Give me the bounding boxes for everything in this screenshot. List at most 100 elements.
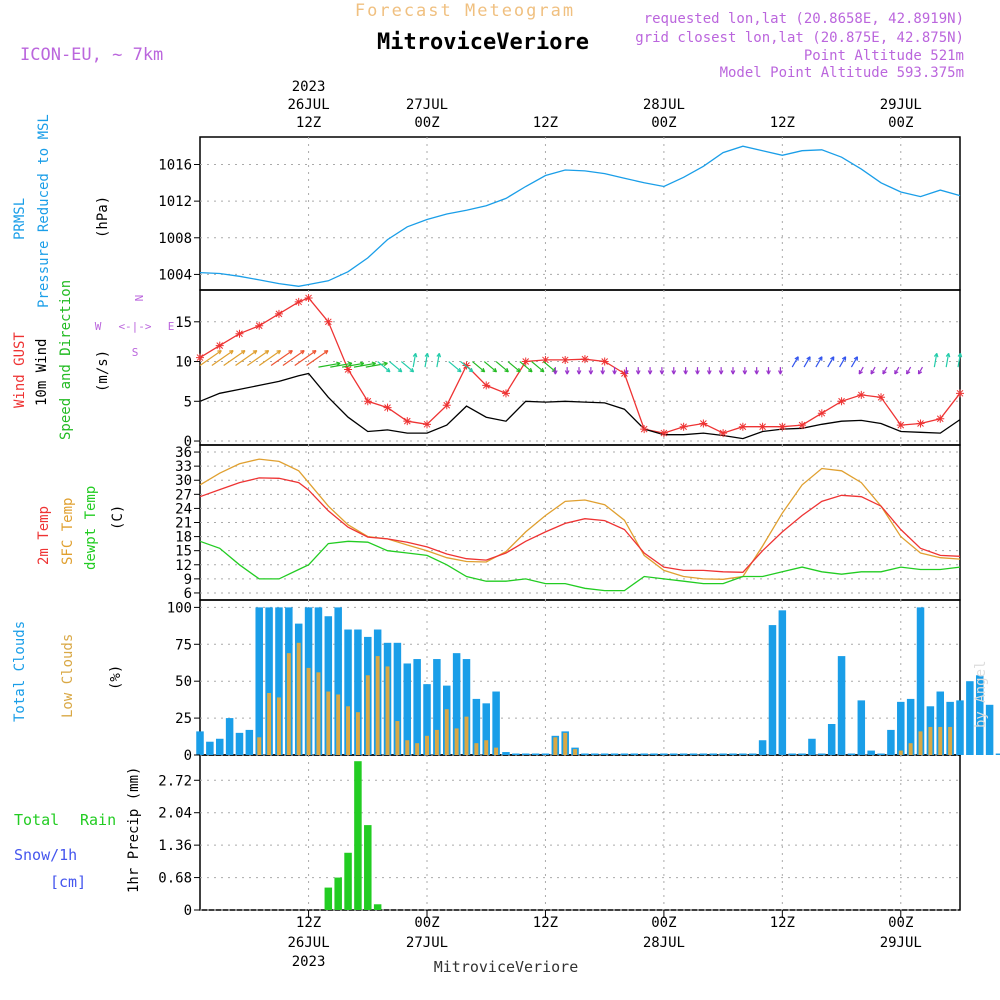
- total-cloud-bar: [748, 753, 757, 755]
- wind-arrow-head: [612, 370, 617, 375]
- total-cloud-bar: [798, 753, 806, 755]
- ytick-label: 21: [175, 516, 192, 532]
- wind-arrow-head: [647, 370, 653, 375]
- wind-arrow-head: [300, 350, 305, 355]
- gust-marker: [344, 365, 353, 374]
- ytick-label: 36: [175, 445, 192, 461]
- total-cloud-bar: [808, 738, 816, 755]
- ytick-label: 1.36: [158, 838, 192, 854]
- time-label-top: 12Z: [533, 115, 558, 131]
- total-cloud-bar: [581, 753, 589, 755]
- total-cloud-bar: [640, 753, 648, 755]
- ytick-label: 15: [175, 315, 192, 331]
- low-cloud-bar: [938, 726, 943, 755]
- ytick-label: 27: [175, 487, 192, 503]
- wind-arrow-head: [539, 367, 545, 373]
- low-clouds-label: Low Clouds: [60, 634, 76, 718]
- total-cloud-bar: [689, 753, 698, 755]
- wind-arrow-head: [671, 370, 677, 375]
- ytick-label: 2.72: [158, 773, 192, 789]
- gust-marker: [600, 357, 609, 366]
- low-cloud-bar: [454, 728, 459, 755]
- wind-arrow-head: [436, 352, 442, 358]
- wind-arrow-head: [229, 350, 234, 355]
- time-label-bottom: 27JUL: [406, 935, 448, 951]
- total-cloud-bar: [275, 607, 283, 755]
- time-label-top: 00Z: [888, 115, 913, 131]
- total-cloud-bar: [413, 659, 421, 755]
- wind-direction-arrow: [235, 350, 258, 367]
- gust-marker: [521, 357, 530, 366]
- wind-arrow-head: [385, 367, 391, 373]
- wind-arrow-head: [778, 370, 783, 375]
- total-cloud-bar: [423, 684, 431, 755]
- low-cloud-bar: [494, 747, 499, 755]
- wind-direction-arrow: [400, 361, 414, 373]
- precip-unit: 1hr Precip (mm): [126, 767, 142, 893]
- gust-marker: [274, 309, 283, 318]
- dewpt-label: dewpt Temp: [83, 486, 99, 570]
- gust-marker: [442, 401, 451, 410]
- time-label-top: 12Z: [770, 115, 795, 131]
- total-cloud-bar: [739, 753, 747, 755]
- wind-direction-arrow: [850, 356, 858, 368]
- total-cloud-bar: [541, 753, 550, 755]
- total-cloud-bar: [591, 753, 599, 755]
- wind-direction-arrow: [270, 350, 293, 367]
- time-label-bottom: 2023: [292, 954, 326, 970]
- time-label-top: 12Z: [296, 115, 321, 131]
- wind-label: 10m Wind: [34, 339, 50, 406]
- gust-marker: [215, 341, 224, 350]
- ytick-label: 0.68: [158, 871, 192, 887]
- temp-unit: (C): [110, 505, 126, 530]
- total-cloud-bar: [916, 607, 925, 755]
- gust-marker: [659, 429, 668, 438]
- ytick-label: 1008: [158, 231, 192, 247]
- wind-arrow-head: [945, 352, 951, 358]
- wind-direction-arrow: [223, 350, 246, 367]
- grid-lines: [200, 137, 960, 911]
- wind-arrow-head: [564, 370, 570, 375]
- wind-arrow-head: [730, 370, 736, 375]
- wind-direction-arrow: [957, 353, 962, 368]
- rain-bar: [324, 887, 333, 910]
- wind-direction-arrow: [365, 362, 388, 368]
- total-cloud-bar: [679, 753, 688, 755]
- total-cloud-bar: [966, 681, 974, 755]
- time-label-bottom: 00Z: [651, 915, 676, 931]
- ytick-label: 30: [175, 473, 192, 489]
- ytick-label: 1004: [158, 267, 192, 283]
- meteogram-title: Forecast Meteogram: [355, 1, 575, 21]
- gust-marker: [383, 403, 392, 412]
- total-cloud-bar: [206, 741, 214, 755]
- gust-marker: [679, 422, 688, 431]
- low-cloud-bar: [326, 691, 331, 755]
- low-cloud-bar: [385, 666, 390, 755]
- time-label-top: 26JUL: [287, 97, 329, 113]
- ytick-label: 24: [175, 501, 192, 517]
- gust-marker: [196, 353, 204, 362]
- low-cloud-bar: [306, 667, 311, 755]
- gust-marker: [482, 381, 491, 390]
- wind-direction-arrow: [258, 350, 281, 367]
- wind-direction-arrow: [436, 353, 440, 368]
- wind-arrow-head: [818, 356, 823, 361]
- low-cloud-bar: [267, 693, 272, 755]
- time-label-bottom: 00Z: [888, 915, 913, 931]
- total-cloud-bar: [857, 700, 866, 755]
- wind-arrow-head: [383, 361, 388, 367]
- wind-direction-arrow: [353, 362, 376, 368]
- wind-arrow-head: [552, 370, 558, 375]
- time-label-top: 29JUL: [880, 97, 922, 113]
- dewpt-line: [199, 540, 961, 592]
- ytick-label: 25: [175, 711, 192, 727]
- station-footer: MitroviceVeriore: [434, 958, 579, 976]
- time-label-bottom: 00Z: [414, 915, 439, 931]
- gust-marker: [304, 293, 313, 302]
- total-cloud-bar: [729, 753, 737, 755]
- low-cloud-bar: [434, 729, 439, 755]
- low-cloud-bar: [286, 653, 291, 755]
- ytick-label: 33: [175, 459, 192, 475]
- wind-arrow-head: [742, 370, 748, 375]
- model-name: ICON-EU, ~ 7km: [20, 45, 163, 65]
